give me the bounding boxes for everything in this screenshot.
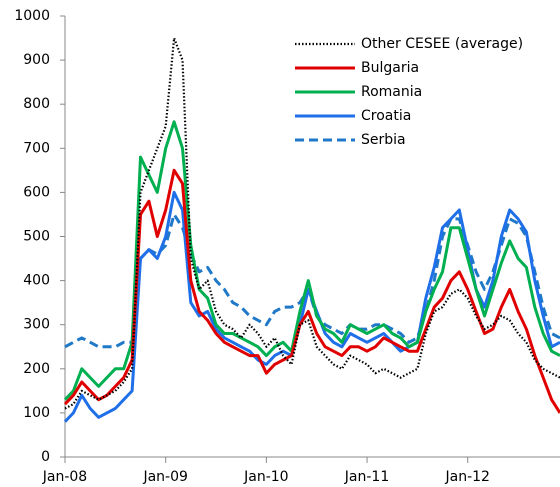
y-tick-label: 400 xyxy=(23,273,50,289)
series-line xyxy=(63,120,560,401)
x-tick-label: Jan-09 xyxy=(142,469,187,485)
y-tick-label: 900 xyxy=(23,52,50,68)
x-tick-label: Jan-08 xyxy=(42,469,87,485)
legend-label: Serbia xyxy=(361,132,406,148)
y-tick-label: 600 xyxy=(23,184,50,200)
y-tick-label: 1000 xyxy=(14,8,50,24)
legend-label: Other CESEE (average) xyxy=(361,36,523,52)
y-tick-label: 800 xyxy=(23,96,50,112)
y-tick-label: 700 xyxy=(23,140,50,156)
y-tick-label: 0 xyxy=(41,449,50,465)
legend-label: Romania xyxy=(361,84,422,100)
y-tick-label: 500 xyxy=(23,229,50,245)
x-tick-label: Jan-12 xyxy=(444,469,489,485)
legend-label: Croatia xyxy=(361,108,411,124)
y-tick-label: 100 xyxy=(23,405,50,421)
x-tick-label: Jan-11 xyxy=(344,469,389,485)
y-tick-label: 300 xyxy=(23,317,50,333)
series-line xyxy=(64,37,560,410)
y-tick-label: 200 xyxy=(23,361,50,377)
x-tick-label: Jan-10 xyxy=(243,469,288,485)
legend-label: Bulgaria xyxy=(361,60,419,76)
series-line xyxy=(63,168,560,414)
